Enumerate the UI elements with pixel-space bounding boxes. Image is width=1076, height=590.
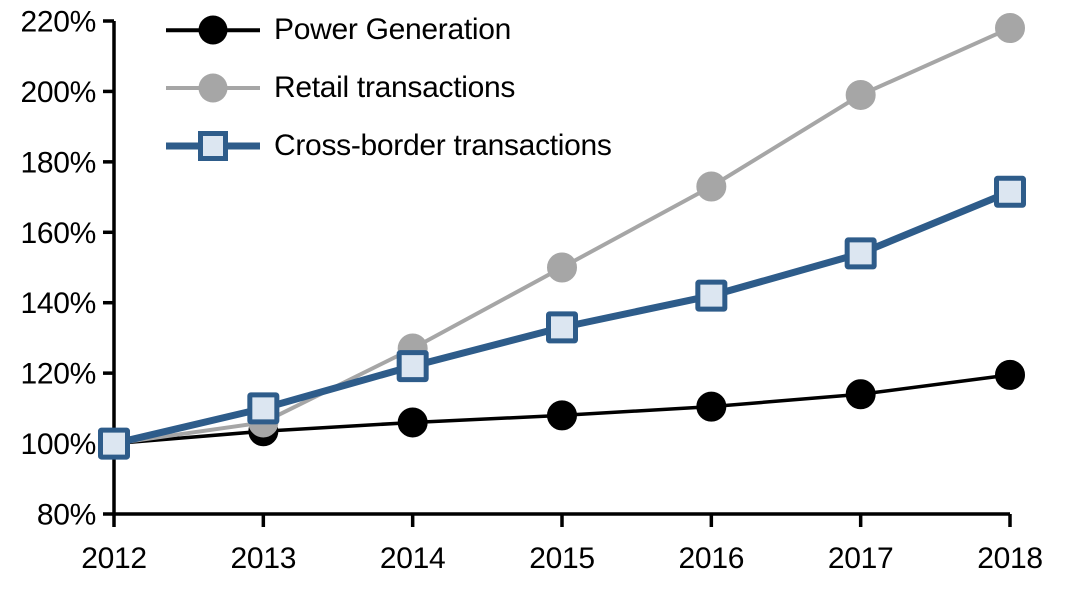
x-tick-label: 2014 <box>380 542 446 575</box>
y-tick-label: 80% <box>37 499 96 532</box>
circle-marker-icon <box>995 13 1025 44</box>
y-tick-label: 180% <box>20 146 96 179</box>
y-tick-label: 200% <box>20 76 96 109</box>
y-tick-label: 220% <box>20 6 96 39</box>
power-generation-line-sample-icon <box>166 12 260 48</box>
x-tick-label: 2013 <box>231 542 297 575</box>
x-tick-label: 2015 <box>529 542 595 575</box>
circle-marker-icon <box>696 171 727 202</box>
x-tick-label: 2018 <box>977 542 1043 575</box>
circle-marker-icon <box>845 379 876 410</box>
legend-label-power-generation: Power Generation <box>274 13 512 46</box>
series-cross-border-transactions <box>98 175 1026 460</box>
square-marker-icon <box>98 427 130 460</box>
square-marker-icon <box>247 392 280 425</box>
square-marker-icon <box>198 131 228 161</box>
series-power-generation <box>99 359 1025 459</box>
square-marker-icon <box>396 350 429 383</box>
circle-marker-icon <box>995 359 1025 390</box>
legend-item-retail-transactions: Retail transactions <box>166 59 612 117</box>
circle-marker-icon <box>696 391 727 422</box>
circle-marker-icon <box>547 252 577 283</box>
circle-marker-icon <box>845 79 876 110</box>
chart-legend: Power Generation Retail transactions Cro… <box>166 1 612 175</box>
cross-border-line-sample-icon <box>166 128 260 164</box>
x-tick-label: 2016 <box>679 542 745 575</box>
square-marker-icon <box>546 311 578 344</box>
circle-marker-icon <box>397 407 428 438</box>
legend-item-cross-border-transactions: Cross-border transactions <box>166 117 612 175</box>
x-tick-label: 2012 <box>81 542 147 575</box>
legend-label-cross-border-transactions: Cross-border transactions <box>274 129 612 162</box>
y-tick-label: 120% <box>20 358 96 391</box>
axes: 80% 100% 120% 140% 160% 180% 200% 220% 2012 2013 2… <box>20 6 1043 576</box>
x-tick-label: 2017 <box>828 542 894 575</box>
square-marker-icon <box>994 175 1026 208</box>
circle-marker-icon <box>198 15 228 45</box>
square-marker-icon <box>695 279 728 312</box>
y-tick-label: 140% <box>20 287 96 320</box>
legend-label-retail-transactions: Retail transactions <box>274 71 516 104</box>
square-marker-icon <box>844 237 877 270</box>
y-tick-label: 100% <box>20 428 96 461</box>
legend-item-power-generation: Power Generation <box>166 1 612 59</box>
circle-marker-icon <box>547 400 577 431</box>
retail-transactions-line-sample-icon <box>166 70 260 106</box>
y-tick-label: 160% <box>20 217 96 250</box>
circle-marker-icon <box>198 73 228 103</box>
